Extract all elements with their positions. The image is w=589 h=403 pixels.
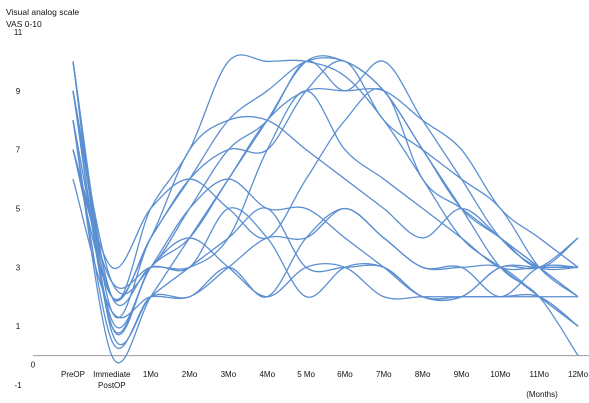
y-tick-label: 7 [16,146,21,155]
x-tick-label: PostOP [98,381,126,390]
series-line-15 [72,115,579,300]
series-line-12 [72,120,579,350]
x-tick-label: 7Mo [376,370,392,379]
x-tick-label: 9Mo [454,370,470,379]
series-line-10 [72,61,579,346]
x-axis-origin-label: 0 [31,361,36,370]
x-tick-label: 10Mo [490,370,511,379]
chart-subtitle: VAS 0-10 [6,19,42,29]
series-line-5 [72,60,579,302]
x-tick-label: 5 Mo [297,370,315,379]
series-line-7 [72,88,579,270]
series-line-11 [72,90,579,329]
x-tick-label: 4Mo [259,370,275,379]
y-tick-label: -1 [14,381,22,390]
y-axis-tick-labels: -1 1 3 5 7 9 11 [14,28,23,390]
series-line-6 [72,88,579,364]
y-tick-label: 11 [14,28,23,37]
series-line-2 [72,57,579,319]
x-tick-label: 2Mo [182,370,198,379]
x-tick-label: 12Mo [568,370,589,379]
y-tick-label: 3 [16,263,21,272]
x-tick-label: 8Mo [415,370,431,379]
series-line-4 [72,55,579,356]
series-line-9 [72,178,579,319]
x-tick-label: PreOP [61,370,85,379]
series-line-3 [72,60,579,295]
y-tick-label: 1 [16,322,21,331]
y-tick-label: 5 [16,205,21,214]
x-axis-title: (Months) [526,390,558,399]
series-line-14 [72,61,579,336]
series-line-13 [72,90,579,306]
x-tick-label: 11Mo [529,370,549,379]
x-tick-label: 1Mo [143,370,159,379]
x-tick-label: 6Mo [337,370,353,379]
x-tick-label: 3Mo [221,370,237,379]
y-tick-label: 9 [16,87,21,96]
x-tick-label: Immediate [93,370,131,379]
series-line-8 [72,90,579,290]
series-lines [72,54,579,364]
x-axis-tick-labels: PreOP Immediate PostOP 1Mo 2Mo 3Mo 4Mo 5 Mo 6Mo 7… [61,370,589,390]
chart-title: Visual analog scale [6,7,79,17]
